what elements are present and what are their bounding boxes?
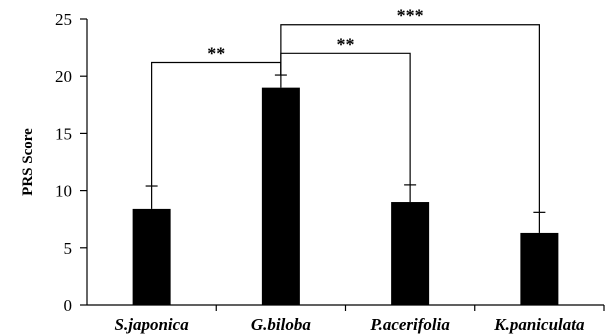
bar bbox=[520, 232, 559, 305]
x-tick-label: G.biloba bbox=[251, 315, 311, 334]
y-axis-label: PRS Score bbox=[20, 128, 36, 196]
significance-bracket bbox=[280, 24, 540, 213]
y-tick-label: 15 bbox=[55, 124, 72, 143]
significance-label: *** bbox=[397, 6, 424, 26]
y-tick-label: 0 bbox=[64, 296, 73, 315]
significance-brackets: ** ***** bbox=[151, 6, 540, 213]
y-ticks: 0 5 10 15 20 25 bbox=[55, 10, 87, 315]
y-tick-label: 20 bbox=[55, 67, 72, 86]
significance-bracket bbox=[151, 61, 282, 187]
x-tick-label: K.paniculata bbox=[493, 315, 585, 334]
y-tick-label: 10 bbox=[55, 182, 72, 201]
significance-bracket bbox=[280, 52, 411, 185]
bar bbox=[261, 87, 300, 305]
y-tick-label: 5 bbox=[64, 239, 73, 258]
bar bbox=[391, 202, 430, 305]
bar bbox=[132, 208, 171, 305]
x-ticks: S.japonica G.biloba P.acerifolia K.panicula… bbox=[115, 305, 605, 334]
significance-label: ** bbox=[337, 34, 355, 54]
y-tick-label: 25 bbox=[55, 10, 72, 29]
significance-label: ** bbox=[207, 43, 225, 63]
bars bbox=[132, 87, 559, 305]
x-tick-label: S.japonica bbox=[115, 315, 190, 334]
x-tick-label: P.acerifolia bbox=[369, 315, 450, 334]
error-bars bbox=[145, 74, 546, 233]
